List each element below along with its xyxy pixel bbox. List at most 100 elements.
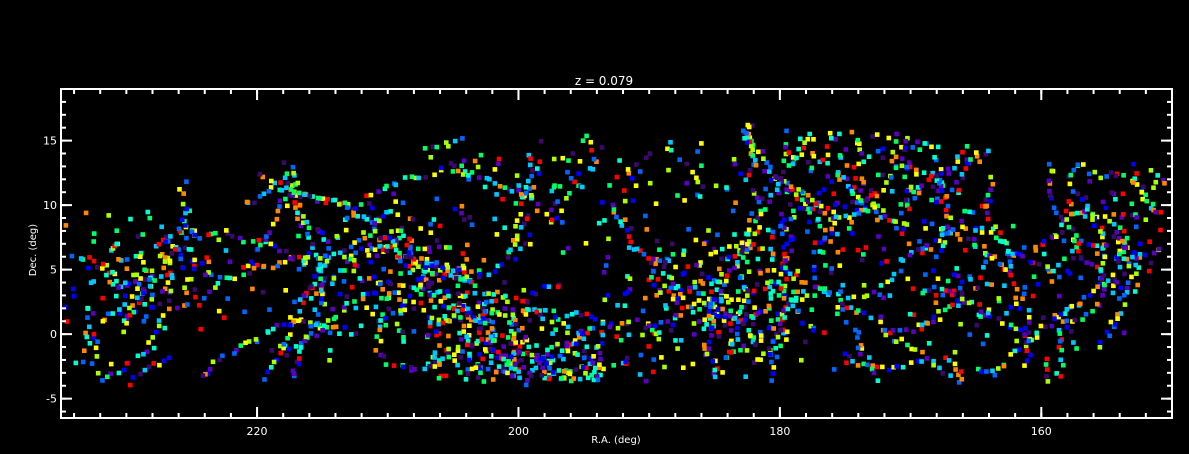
galaxy-point	[429, 263, 434, 268]
galaxy-point	[811, 267, 817, 273]
galaxy-point	[524, 216, 530, 222]
galaxy-point	[747, 167, 753, 173]
galaxy-point	[337, 291, 343, 297]
galaxy-point	[670, 252, 676, 257]
galaxy-point	[161, 265, 166, 271]
galaxy-point	[793, 295, 799, 301]
galaxy-point	[562, 376, 567, 381]
galaxy-point	[1068, 329, 1074, 334]
galaxy-point	[919, 183, 924, 188]
galaxy-point	[768, 164, 773, 170]
galaxy-point	[505, 335, 511, 340]
galaxy-point	[182, 303, 187, 308]
galaxy-point	[585, 375, 591, 381]
galaxy-point	[907, 252, 913, 258]
galaxy-point	[950, 302, 955, 308]
galaxy-point	[920, 246, 925, 252]
galaxy-point	[170, 275, 175, 280]
galaxy-point	[385, 244, 390, 249]
galaxy-point	[342, 200, 348, 206]
galaxy-point	[661, 264, 667, 270]
galaxy-point	[1117, 251, 1122, 257]
galaxy-point	[1026, 315, 1032, 320]
galaxy-point	[708, 301, 714, 307]
galaxy-point	[1026, 338, 1032, 344]
galaxy-point	[774, 331, 779, 337]
x-tick-label: 160	[1031, 425, 1052, 438]
galaxy-point	[898, 268, 904, 274]
galaxy-point	[1057, 338, 1063, 344]
galaxy-point	[807, 206, 813, 211]
galaxy-point	[140, 232, 146, 237]
galaxy-point	[403, 263, 408, 268]
galaxy-point	[268, 185, 274, 190]
galaxy-point	[875, 217, 880, 223]
galaxy-point	[404, 242, 410, 248]
galaxy-point	[1143, 252, 1148, 258]
galaxy-point	[467, 278, 472, 284]
galaxy-point	[960, 149, 965, 155]
galaxy-point	[114, 241, 119, 247]
galaxy-point	[512, 242, 518, 247]
galaxy-point	[803, 201, 808, 207]
galaxy-point	[163, 234, 169, 240]
galaxy-point	[655, 277, 661, 282]
galaxy-point	[946, 288, 951, 294]
galaxy-point	[825, 174, 831, 179]
galaxy-point	[1133, 224, 1139, 230]
galaxy-point	[1024, 358, 1030, 363]
galaxy-point	[438, 165, 444, 171]
galaxy-point	[434, 260, 439, 265]
galaxy-point	[611, 209, 617, 215]
galaxy-point	[203, 272, 208, 278]
galaxy-point	[762, 168, 767, 174]
galaxy-point	[293, 205, 298, 210]
galaxy-point	[489, 326, 495, 331]
galaxy-point	[458, 337, 464, 342]
galaxy-point	[961, 300, 967, 305]
galaxy-point	[372, 274, 377, 280]
galaxy-point	[407, 270, 413, 275]
galaxy-point	[457, 267, 462, 272]
galaxy-point	[575, 352, 580, 357]
galaxy-point	[942, 307, 948, 313]
galaxy-point	[427, 323, 433, 329]
galaxy-point	[937, 181, 942, 186]
galaxy-point	[93, 345, 99, 351]
galaxy-point	[678, 288, 684, 293]
galaxy-point	[760, 246, 765, 251]
galaxy-point	[678, 338, 684, 343]
galaxy-point	[591, 354, 596, 359]
galaxy-point	[105, 374, 110, 380]
galaxy-point	[1024, 348, 1030, 354]
galaxy-point	[146, 340, 151, 345]
galaxy-point	[1068, 172, 1074, 178]
galaxy-point	[861, 283, 867, 288]
galaxy-point	[468, 317, 474, 323]
galaxy-point	[544, 211, 550, 217]
galaxy-point	[830, 216, 836, 221]
galaxy-point	[384, 183, 389, 189]
galaxy-point	[1158, 209, 1164, 215]
galaxy-point	[1092, 216, 1098, 221]
galaxy-point	[492, 269, 498, 274]
galaxy-point	[550, 331, 555, 336]
galaxy-point	[281, 322, 287, 327]
galaxy-point	[535, 201, 541, 207]
galaxy-point	[770, 288, 776, 294]
galaxy-point	[357, 276, 363, 281]
galaxy-point	[605, 255, 611, 260]
galaxy-point	[949, 292, 955, 298]
galaxy-point	[462, 306, 468, 311]
galaxy-point	[1087, 293, 1093, 298]
galaxy-point	[1114, 229, 1120, 235]
galaxy-point	[391, 363, 397, 368]
galaxy-point	[1036, 261, 1042, 267]
galaxy-point	[297, 297, 303, 302]
galaxy-point	[131, 272, 136, 278]
galaxy-point	[777, 321, 783, 327]
galaxy-point	[416, 277, 421, 282]
galaxy-point	[796, 146, 801, 152]
galaxy-point	[760, 196, 765, 201]
galaxy-point	[1043, 362, 1049, 367]
